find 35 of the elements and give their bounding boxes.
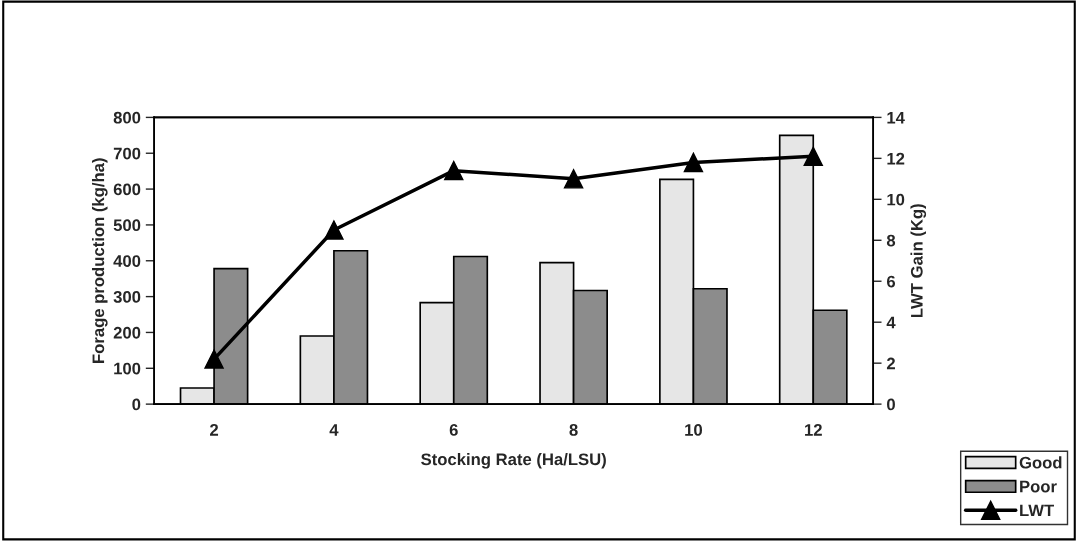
x-tick-label: 6 [449, 424, 458, 436]
y-tick-label: 300 [113, 291, 141, 303]
y-tick-label: 600 [113, 183, 141, 196]
y2-tick-label: 2 [886, 357, 895, 370]
y-tick-label: 200 [113, 326, 141, 339]
point [444, 160, 464, 181]
x-tick-label: 4 [329, 424, 339, 436]
y-tick-label: 100 [114, 362, 141, 375]
x-tick-label: 2 [210, 424, 219, 436]
y2-tick-label: 10 [887, 193, 905, 206]
y-tick-label: 700 [113, 147, 141, 160]
y2-tick-label: 8 [886, 234, 896, 247]
x-tick-label: 8 [569, 424, 578, 436]
x-tick-label: 10 [685, 424, 703, 436]
y2-tick-label: 6 [886, 275, 896, 288]
point [563, 169, 584, 189]
y-axis-title: Forage production (kg/ha) [91, 158, 108, 363]
point [204, 349, 224, 369]
point [324, 220, 344, 240]
point [803, 146, 823, 167]
y-tick-label: 500 [113, 219, 141, 232]
legend-label: Poor [1020, 480, 1057, 493]
legend-label: LWT [1020, 504, 1055, 517]
y2-axis-title: LWT Gain (Kg) [910, 204, 927, 318]
y-tick-label: 0 [132, 398, 141, 411]
y-tick-label: 400 [113, 255, 141, 267]
legend-label: Good [1019, 456, 1062, 469]
x-tick-label: 12 [805, 424, 822, 436]
y2-tick-label: 4 [886, 316, 896, 329]
y2-tick-label: 14 [887, 111, 905, 124]
x-axis-title: Stocking Rate (Ha/LSU) [421, 453, 606, 469]
y2-tick-label: 12 [887, 152, 905, 165]
y-tick-label: 800 [113, 111, 141, 124]
point [683, 152, 704, 173]
y2-tick-label: 0 [887, 398, 895, 411]
